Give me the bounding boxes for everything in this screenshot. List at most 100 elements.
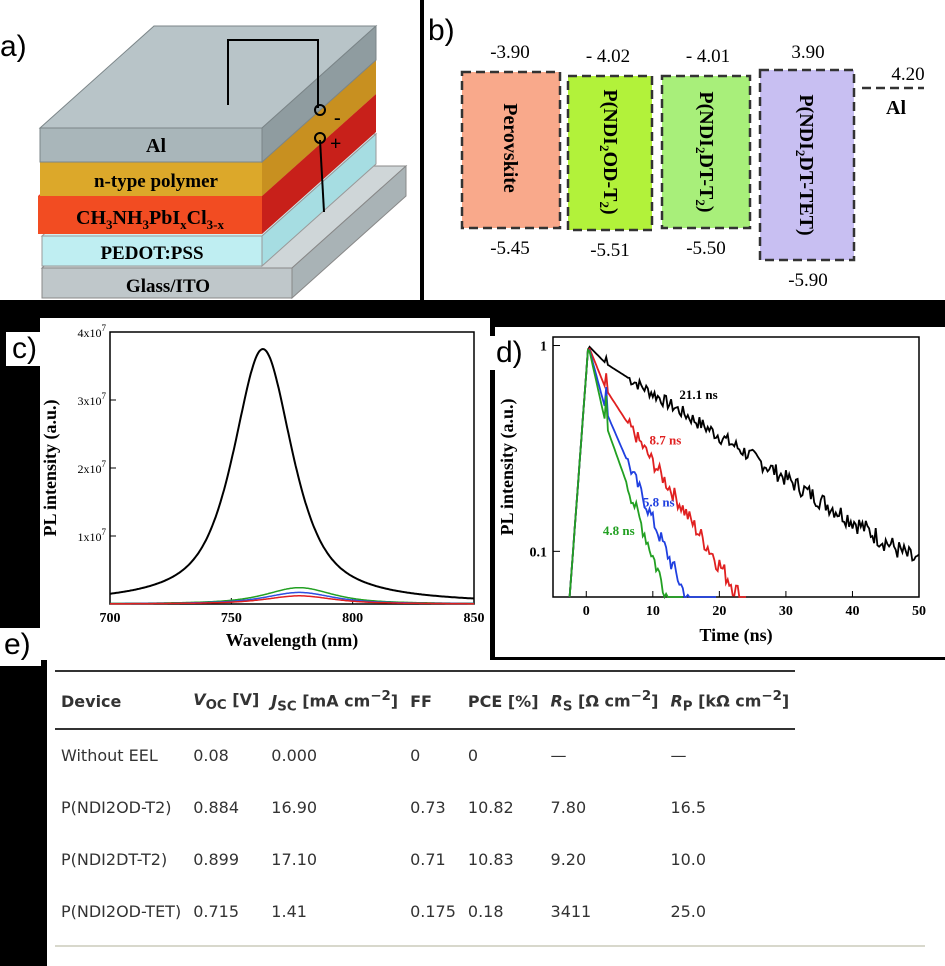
trpl-decay-chart: 0 10 20 30 40 50 0.1 1 Time (ns) PL intensity (a.…: [497, 336, 926, 646]
perovskite-homo: -5.45: [490, 238, 530, 259]
x-tick-label: 700: [100, 611, 121, 626]
table-cell: 0: [410, 746, 421, 766]
ndi2od-t2-lumo: - 4.02: [586, 46, 630, 67]
layer-label-al: Al: [146, 135, 166, 157]
table-row: P(NDI2OD-TET) 0.715 1.41 0.175 0.18 3411 25.0: [55, 886, 795, 938]
ndi2dt-t2-homo: -5.50: [686, 238, 726, 259]
x-tick-label: 750: [221, 611, 242, 626]
lifetime-label: 8.7 ns: [649, 433, 681, 448]
table-cell: 9.20: [550, 850, 587, 870]
table-cell: 10.82: [467, 798, 514, 818]
table-cell: 25.0: [670, 902, 707, 922]
panel-d-trpl: 0 10 20 30 40 50 0.1 1 Time (ns) PL intensity (a.…: [495, 327, 945, 657]
device-performance-table: Device VOC [V] JSC [mA cm−2] FF PCE [%] RS [Ω…: [55, 670, 796, 938]
y-axis-label: PL intensity (a.u.): [40, 399, 61, 536]
table-cell: P(NDI2OD-TET): [61, 902, 182, 922]
perovskite-level-box: [460, 70, 562, 230]
lifetime-label: 5.8 ns: [643, 495, 675, 510]
table-cell: 10.83: [467, 850, 514, 870]
x-axis-label: Wavelength (nm): [226, 630, 359, 651]
table-cell: 0.18: [467, 902, 504, 922]
table-row: P(NDI2OD-T2) 0.884 16.90 0.73 10.82 7.80 16.5: [55, 782, 795, 834]
y-tick-label: 4x107: [78, 323, 107, 340]
column-header: VOC [V]: [187, 670, 266, 730]
column-header: RP [kΩ cm−2]: [664, 670, 796, 730]
table-cell: 16.5: [670, 798, 707, 818]
pl-spectra-chart: 700 750 800 850 1x107 2x107 3x107 4x107 Waveleng…: [40, 323, 485, 651]
x-tick-label: 850: [464, 611, 485, 626]
ndi2od-t2-level-box: [566, 74, 654, 232]
device-stack-diagram: - + Al n-type polymer CH3NH3PbIxCl3-x PE…: [38, 24, 408, 300]
panel-c-pl-spectra: 700 750 800 850 1x107 2x107 3x107 4x107 Waveleng…: [40, 318, 490, 660]
x-tick-label: 10: [646, 604, 660, 619]
table-cell: —: [670, 746, 687, 766]
x-tick-label: 0: [583, 604, 590, 619]
layer-label-glass-ito: Glass/ITO: [126, 276, 210, 297]
panel-c-label: c): [6, 332, 43, 366]
ndi2dt-t2-lumo: - 4.01: [686, 46, 730, 67]
lifetime-label: 21.1 ns: [679, 387, 717, 402]
table-cell: 0.08: [193, 746, 229, 766]
ndi2dt-t2-level-box: [660, 74, 752, 230]
pl-series-line: [109, 347, 475, 600]
table-cell: 16.90: [271, 798, 318, 818]
column-header: Device: [55, 670, 188, 730]
table-cell: P(NDI2OD-T2): [61, 798, 172, 818]
ndi2dt-tet-name: P(NDI2DT-TET): [793, 94, 817, 235]
polarity-plus: +: [330, 133, 341, 155]
ndi2dt-tet-level-box: [758, 68, 856, 262]
y-tick-label: 1x107: [78, 527, 107, 544]
y-tick-label: 0.1: [530, 545, 548, 560]
panel-b-energy-levels: Perovskite P(NDI2OD-T2) P(NDI2DT-T2) P(N…: [424, 0, 945, 300]
x-tick-label: 800: [342, 611, 363, 626]
x-tick-label: 50: [912, 604, 926, 619]
ndi2dt-tet-homo: -5.90: [788, 270, 828, 291]
table-cell: 1.41: [271, 902, 307, 922]
panel-e-label: e): [0, 628, 41, 666]
ndi2dt-tet-lumo: 3.90: [791, 42, 824, 63]
table-cell: 0.73: [410, 798, 446, 818]
plot-frame: [109, 331, 475, 605]
y-tick-label: 1: [540, 340, 547, 355]
perovskite-lumo: -3.90: [490, 42, 530, 63]
table-header-row: Device VOC [V] JSC [mA cm−2] FF PCE [%] RS [Ω…: [55, 670, 796, 730]
layer-label-n-type-polymer: n-type polymer: [94, 171, 219, 192]
al-name: Al: [886, 97, 906, 119]
plot-frame: [552, 336, 920, 598]
table-row: Without EEL 0.08 0.000 0 0 — —: [55, 729, 795, 782]
table-cell: 0.71: [410, 850, 446, 870]
table-bottom-rule: [55, 945, 925, 947]
decay-series-line: [568, 345, 920, 598]
lifetime-label: 4.8 ns: [603, 523, 635, 538]
x-tick-label: 40: [845, 604, 859, 619]
layer-label-perovskite: CH3NH3PbIxCl3-x: [76, 207, 224, 232]
column-header: FF: [404, 670, 462, 730]
column-header: RS [Ω cm−2]: [544, 670, 665, 730]
decay-series-line: [568, 348, 683, 600]
y-tick-label: 2x107: [78, 459, 107, 476]
table-cell: 0.899: [193, 850, 240, 870]
table-cell: 7.80: [550, 798, 587, 818]
table-cell: 0.000: [271, 746, 318, 766]
table-cell: 0.175: [410, 902, 456, 922]
decay-series-line: [568, 347, 746, 598]
panel-a-label: a): [0, 30, 27, 63]
x-tick-label: 20: [712, 604, 726, 619]
al-value: 4.20: [891, 64, 924, 85]
column-header: PCE [%]: [461, 670, 545, 730]
table-cell: P(NDI2DT-T2): [61, 850, 168, 870]
table-cell: —: [550, 746, 567, 766]
layer-label-pedot: PEDOT:PSS: [100, 243, 203, 264]
table-cell: 0: [467, 746, 479, 766]
x-axis-label: Time (ns): [699, 625, 772, 646]
x-tick-label: 30: [779, 604, 793, 619]
panel-d-label: d): [490, 336, 529, 370]
y-axis-label: PL intensity (a.u.): [497, 398, 518, 535]
pl-series-line: [110, 595, 474, 605]
ndi2od-t2-name: P(NDI2OD-T2): [597, 89, 621, 214]
table-row: P(NDI2DT-T2) 0.899 17.10 0.71 10.83 9.20 10.0: [55, 834, 795, 886]
ndi2od-t2-homo: -5.51: [590, 240, 630, 261]
panel-a-device-stack: - + Al n-type polymer CH3NH3PbIxCl3-x PE…: [0, 0, 420, 300]
table-cell: 0.884: [193, 798, 240, 818]
table-cell: 10.0: [670, 850, 707, 870]
